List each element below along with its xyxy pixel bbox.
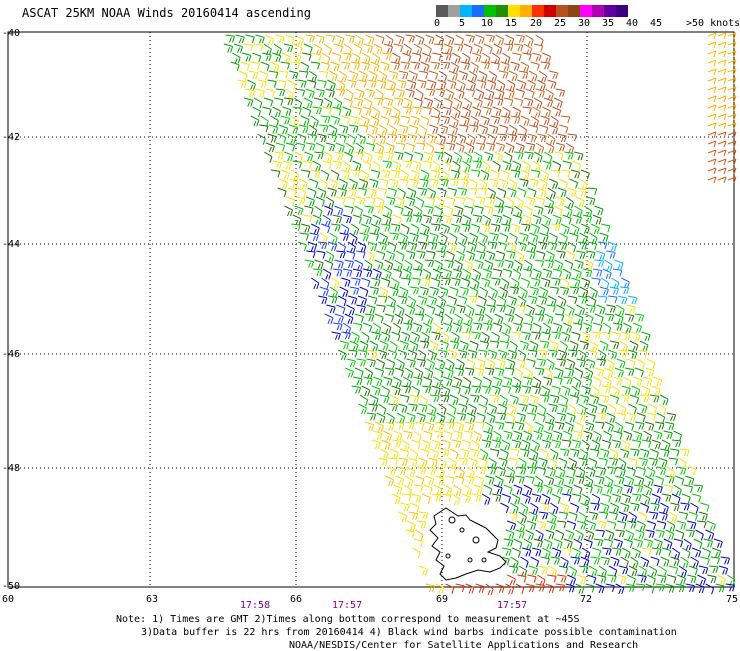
legend-swatch bbox=[580, 5, 592, 17]
wind-barb-group bbox=[309, 205, 371, 340]
island-coastline bbox=[429, 507, 507, 581]
islet bbox=[459, 527, 465, 533]
wind-barb-group bbox=[591, 241, 630, 304]
map-frame bbox=[7, 31, 735, 588]
lon-label: 63 bbox=[146, 594, 158, 605]
wind-barb-group bbox=[259, 52, 717, 584]
legend-color-bar bbox=[436, 5, 628, 17]
wind-barb-group bbox=[594, 241, 638, 305]
legend-label: 0 bbox=[434, 18, 441, 29]
wind-barb-group bbox=[445, 574, 567, 596]
islet bbox=[481, 557, 487, 563]
lon-label: 60 bbox=[2, 594, 14, 605]
islet bbox=[448, 516, 456, 524]
legend-swatch bbox=[520, 5, 532, 17]
legend-label: >50 knots bbox=[686, 18, 740, 29]
axis-labels: -40 -42 -44 -46 -48 -50 60 63 66 69 72 7… bbox=[2, 28, 738, 605]
legend-label: 35 bbox=[602, 18, 615, 29]
legend-swatch bbox=[460, 5, 472, 17]
legend-swatch bbox=[556, 5, 568, 17]
lat-label: -46 bbox=[2, 349, 20, 360]
legend-labels: 0 5 10 15 20 25 30 35 40 45 >50 knots bbox=[434, 17, 740, 31]
lat-label: -44 bbox=[2, 239, 20, 250]
island-outline bbox=[429, 507, 507, 581]
lat-label: -50 bbox=[2, 581, 20, 592]
legend-swatch bbox=[496, 5, 508, 17]
wind-barb-group bbox=[707, 131, 737, 184]
legend-swatch bbox=[472, 5, 484, 17]
legend-swatch bbox=[532, 5, 544, 17]
note-line-1: Note: 1) Times are GMT 2)Times along bot… bbox=[116, 614, 580, 625]
lat-label: -48 bbox=[2, 463, 20, 474]
lon-label: 72 bbox=[580, 594, 592, 605]
legend-label: 40 bbox=[626, 18, 639, 29]
gridlines bbox=[8, 32, 734, 587]
wind-barbs bbox=[223, 32, 737, 596]
wind-barb-group bbox=[364, 32, 737, 593]
wind-barb-group bbox=[237, 34, 726, 594]
lon-label: 75 bbox=[726, 594, 738, 605]
legend-swatch bbox=[448, 5, 460, 17]
islet bbox=[472, 536, 480, 544]
lon-label: 69 bbox=[436, 594, 448, 605]
legend-label: 15 bbox=[505, 18, 518, 29]
note-line-2: 3)Data buffer is 22 hrs from 20160414 4)… bbox=[141, 627, 677, 638]
legend-label: 30 bbox=[578, 18, 591, 29]
legend-swatch bbox=[592, 5, 604, 17]
map-title: ASCAT 25KM NOAA Winds 20160414 ascending bbox=[22, 6, 311, 20]
legend-label: 25 bbox=[554, 18, 567, 29]
legend-swatch bbox=[436, 5, 448, 17]
legend-swatch bbox=[604, 5, 616, 17]
wind-barb-group bbox=[223, 34, 725, 594]
legend-swatch bbox=[616, 5, 628, 17]
lat-label: -40 bbox=[2, 28, 20, 39]
time-label: 17:58 bbox=[240, 600, 271, 611]
time-label: 17:57 bbox=[497, 600, 528, 611]
legend-swatch bbox=[508, 5, 520, 17]
legend-swatch bbox=[568, 5, 580, 17]
legend-swatch bbox=[484, 5, 496, 17]
legend-label: 20 bbox=[530, 18, 543, 29]
wind-barb-group bbox=[305, 34, 737, 154]
note-line-3: NOAA/NESDIS/Center for Satellite Applica… bbox=[289, 640, 639, 651]
legend-label: 5 bbox=[459, 18, 466, 29]
lat-label: -42 bbox=[2, 132, 20, 143]
wind-barb-group bbox=[383, 34, 577, 154]
legend-label: 10 bbox=[481, 18, 494, 29]
legend-label: 45 bbox=[650, 18, 663, 29]
wind-barb-group bbox=[306, 205, 736, 595]
time-label: 17:57 bbox=[332, 600, 363, 611]
islet bbox=[445, 553, 451, 559]
wind-speed-legend: 0 5 10 15 20 25 30 35 40 45 >50 knots bbox=[434, 5, 740, 31]
wind-barb-group bbox=[260, 79, 736, 592]
islet bbox=[467, 557, 473, 563]
legend-swatch bbox=[544, 5, 556, 17]
lon-label: 66 bbox=[290, 594, 302, 605]
